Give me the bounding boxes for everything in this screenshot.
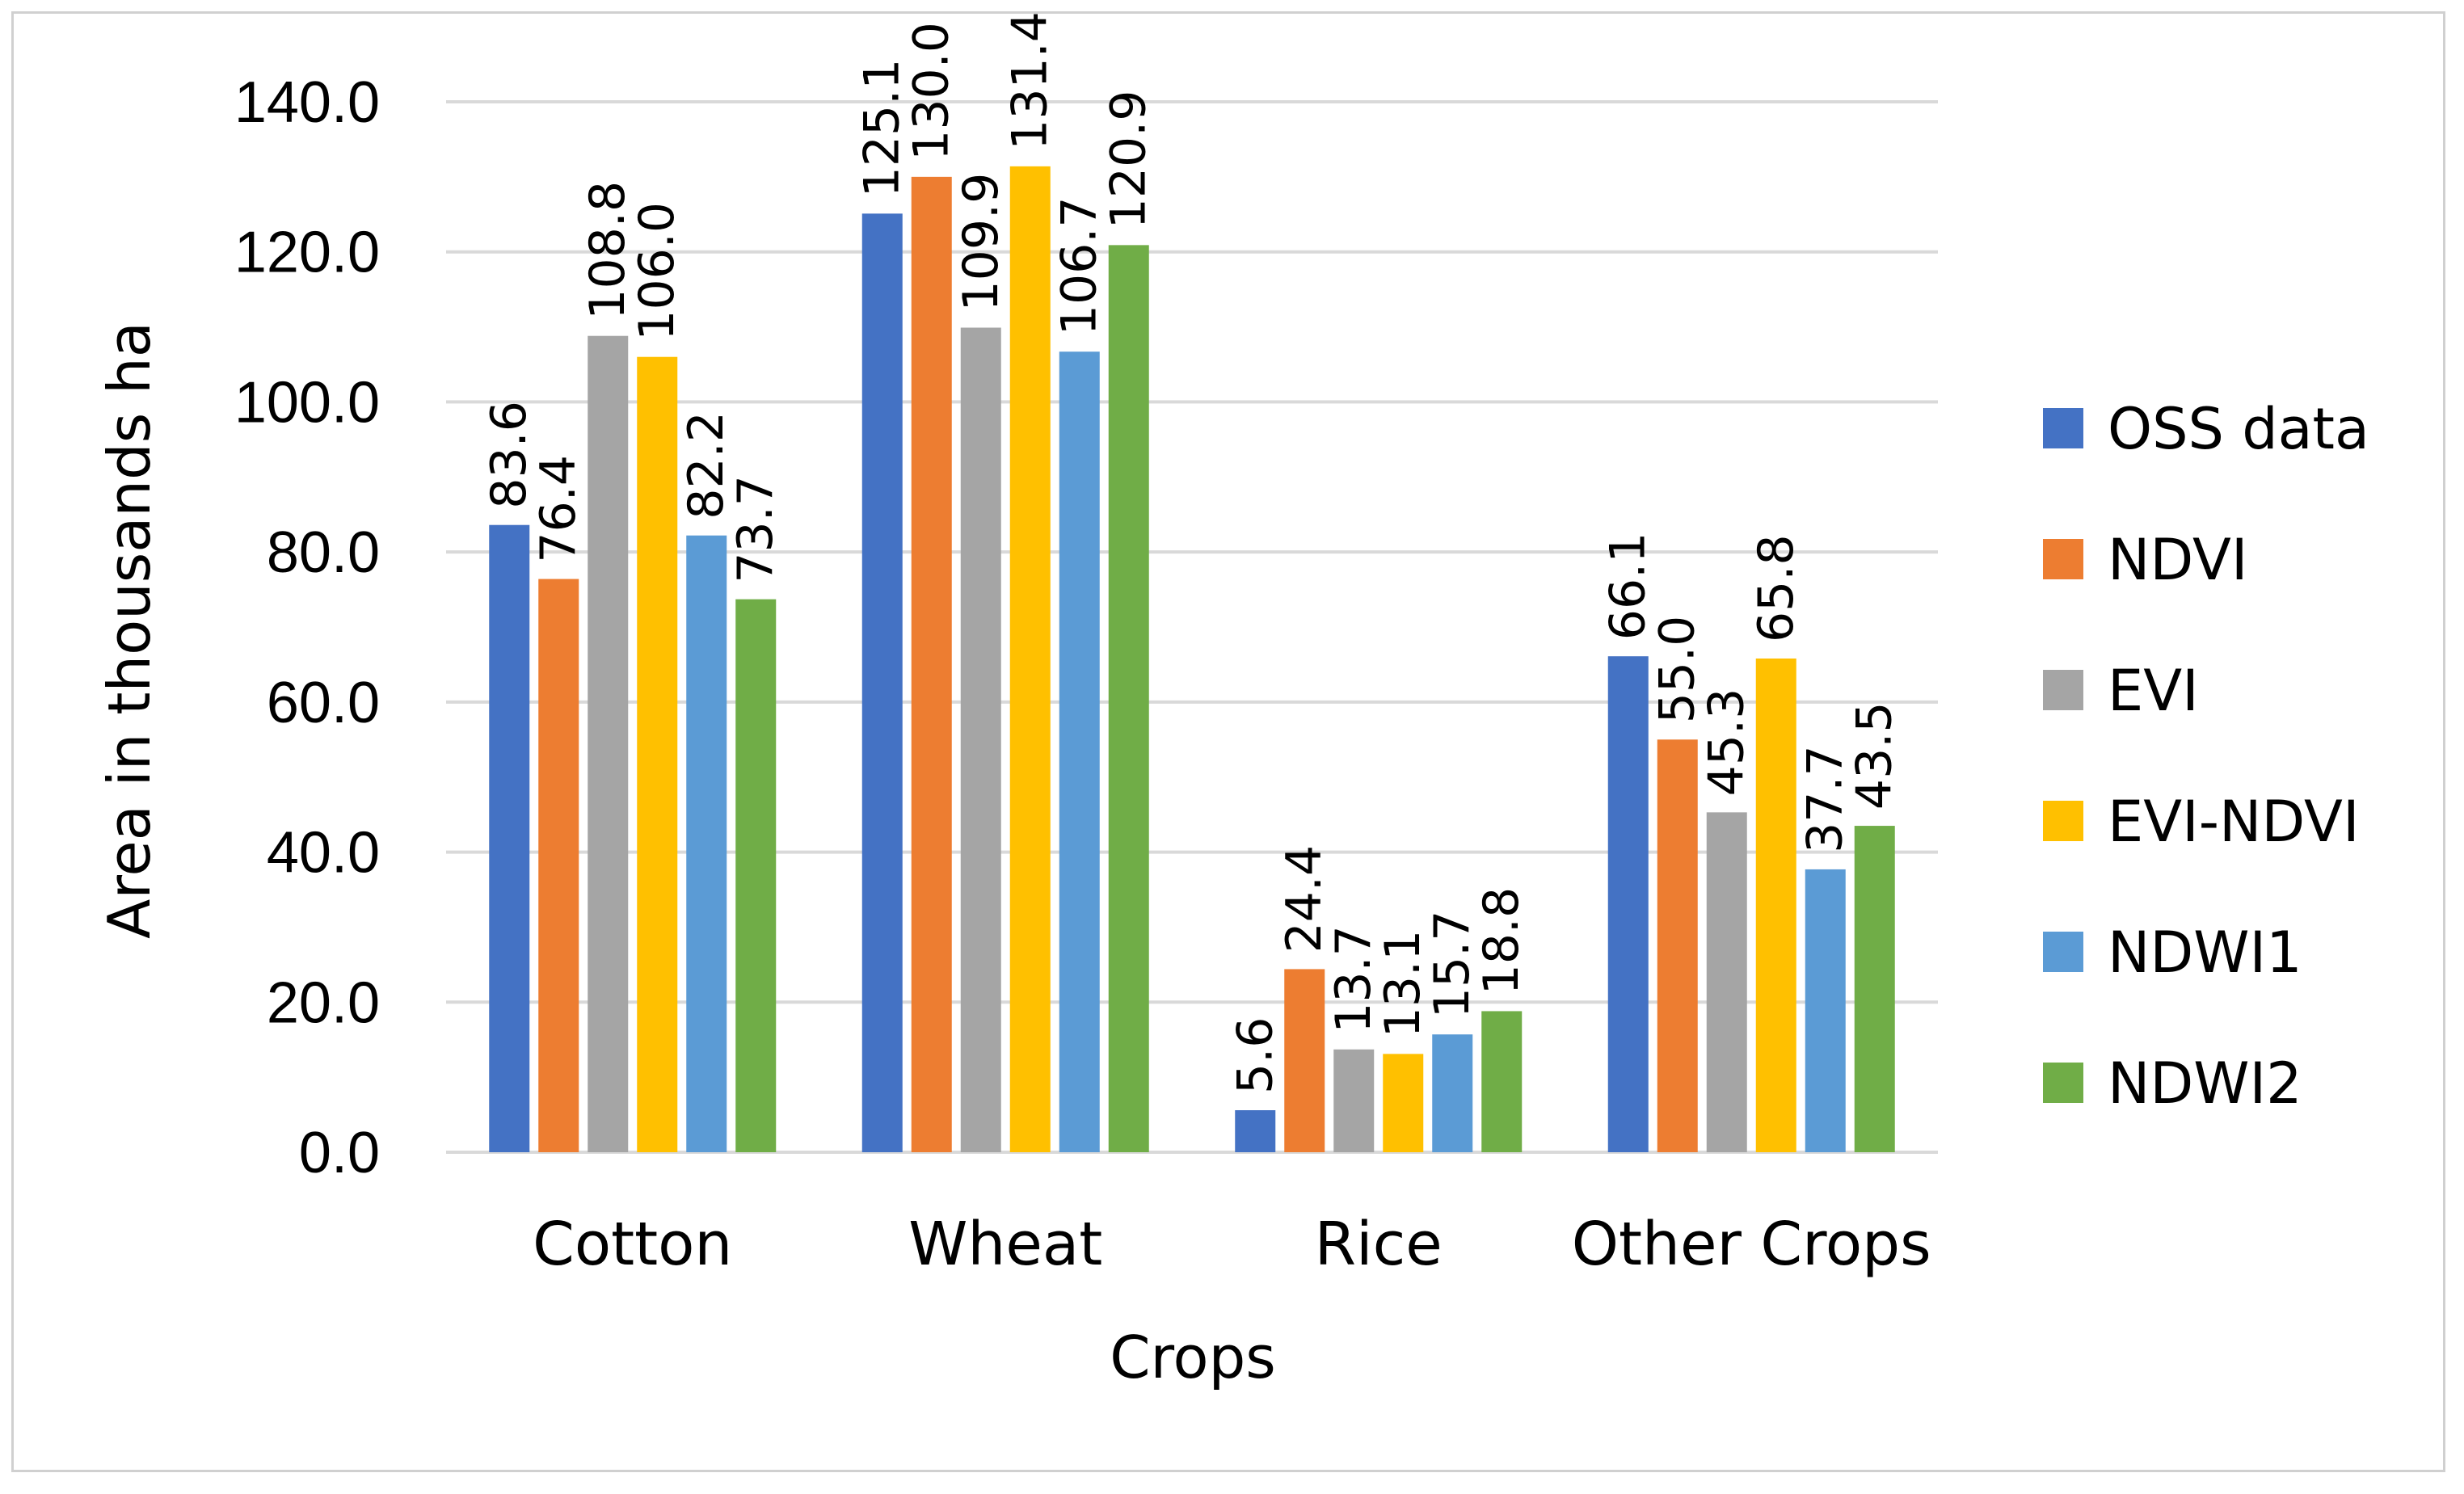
bars (489, 166, 1895, 1152)
data-label: 82.2 (678, 411, 735, 520)
data-label: 131.4 (1002, 11, 1059, 150)
bar (1108, 245, 1149, 1152)
bar (637, 356, 678, 1152)
x-category-label: Wheat (908, 1210, 1102, 1279)
data-label: 13.1 (1375, 930, 1431, 1038)
legend: OSS data NDVI EVI EVI-NDVI NDWI1 NDWI2 (2043, 396, 2369, 1117)
bar (489, 524, 530, 1152)
y-tick-label: 140.0 (234, 70, 380, 135)
legend-label: NDWI1 (2108, 920, 2302, 986)
data-label: 43.5 (1847, 701, 1903, 810)
data-label: 120.9 (1101, 90, 1157, 229)
data-label: 66.1 (1600, 532, 1657, 641)
bar (588, 335, 629, 1152)
data-label: 130.0 (903, 22, 960, 161)
legend-label: OSS data (2108, 396, 2369, 462)
legend-label: NDVI (2108, 527, 2248, 593)
bar (686, 535, 727, 1152)
data-label: 73.7 (727, 475, 784, 583)
bar (1657, 739, 1698, 1152)
bar (1805, 869, 1846, 1152)
x-category-label: Other Crops (1572, 1210, 1931, 1279)
data-label: 37.7 (1797, 745, 1854, 853)
x-category-label: Rice (1315, 1210, 1443, 1279)
y-axis-ticks: 0.0 20.0 40.0 60.0 80.0 100.0 120.0 140.0 (234, 70, 380, 1185)
x-axis-title: Crops (1110, 1324, 1276, 1391)
bar (1481, 1011, 1523, 1152)
bar (1284, 969, 1325, 1152)
y-tick-label: 120.0 (234, 221, 380, 285)
bar (1383, 1054, 1424, 1152)
bar (1854, 826, 1895, 1152)
y-tick-label: 0.0 (299, 1121, 380, 1185)
data-label: 109.9 (953, 173, 1009, 312)
legend-swatch (2043, 408, 2083, 448)
data-label: 83.6 (481, 401, 537, 509)
chart-frame (11, 11, 2445, 1472)
legend-label: NDWI2 (2108, 1050, 2302, 1117)
data-label: 125.1 (854, 59, 911, 198)
legend-swatch (2043, 539, 2083, 579)
bar (735, 599, 777, 1152)
legend-swatch (2043, 670, 2083, 710)
bar (1009, 166, 1051, 1152)
data-label: 106.7 (1051, 196, 1108, 335)
data-label: 5.6 (1227, 1017, 1283, 1094)
bar (1059, 351, 1100, 1152)
data-label: 45.3 (1699, 688, 1755, 797)
y-tick-label: 60.0 (267, 671, 380, 735)
bar (960, 327, 1001, 1152)
legend-label: EVI (2108, 658, 2199, 724)
data-label: 24.4 (1276, 845, 1333, 953)
bar (861, 213, 903, 1152)
bar (1706, 812, 1747, 1152)
data-label: 13.7 (1325, 925, 1382, 1033)
legend-swatch (2043, 932, 2083, 972)
data-label: 18.8 (1473, 887, 1530, 995)
bar (1333, 1049, 1375, 1152)
data-label: 108.8 (579, 181, 636, 320)
bar (1432, 1034, 1473, 1152)
legend-label: EVI-NDVI (2108, 789, 2360, 855)
y-tick-label: 40.0 (267, 821, 380, 886)
x-axis-categories: Cotton Wheat Rice Other Crops (533, 1210, 1931, 1279)
x-category-label: Cotton (533, 1210, 732, 1279)
bar (538, 579, 579, 1152)
data-label: 65.8 (1748, 534, 1805, 642)
data-label: 55.0 (1649, 616, 1706, 724)
bar (1235, 1110, 1276, 1152)
data-label: 15.7 (1424, 911, 1481, 1019)
data-label: 76.4 (530, 455, 587, 563)
y-tick-label: 100.0 (234, 370, 380, 435)
bar (1755, 659, 1796, 1152)
data-label: 106.0 (629, 202, 685, 341)
y-tick-label: 80.0 (267, 520, 380, 585)
legend-swatch (2043, 801, 2083, 841)
bar (1607, 656, 1649, 1152)
bar (911, 176, 952, 1152)
legend-swatch (2043, 1063, 2083, 1103)
y-axis-title: Area in thousands ha (95, 322, 163, 939)
y-tick-label: 20.0 (267, 970, 380, 1035)
